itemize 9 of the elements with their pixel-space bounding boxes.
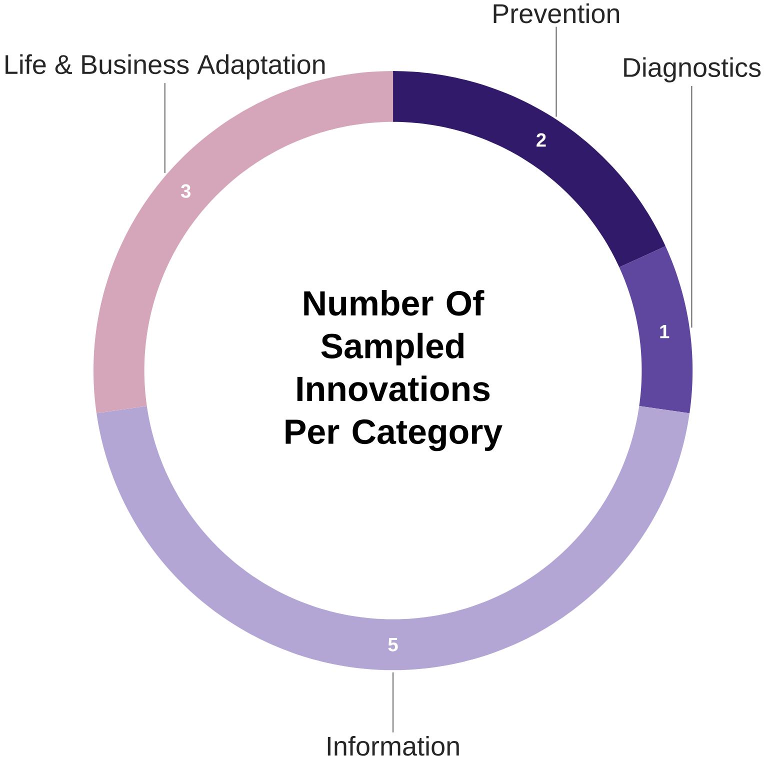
- data-label: 1: [660, 324, 670, 338]
- slice-label: Information: [328, 736, 459, 756]
- text: Number Of Sampled Innovations Per Category: [286, 290, 502, 452]
- data-label: 3: [180, 184, 190, 198]
- slice-label: Prevention: [494, 3, 620, 24]
- slice-label: Diagnostics: [624, 57, 761, 82]
- data-label: 5: [388, 638, 398, 652]
- data-label: 2: [536, 133, 546, 147]
- slice-label: Life & Business Adaptation: [6, 54, 325, 80]
